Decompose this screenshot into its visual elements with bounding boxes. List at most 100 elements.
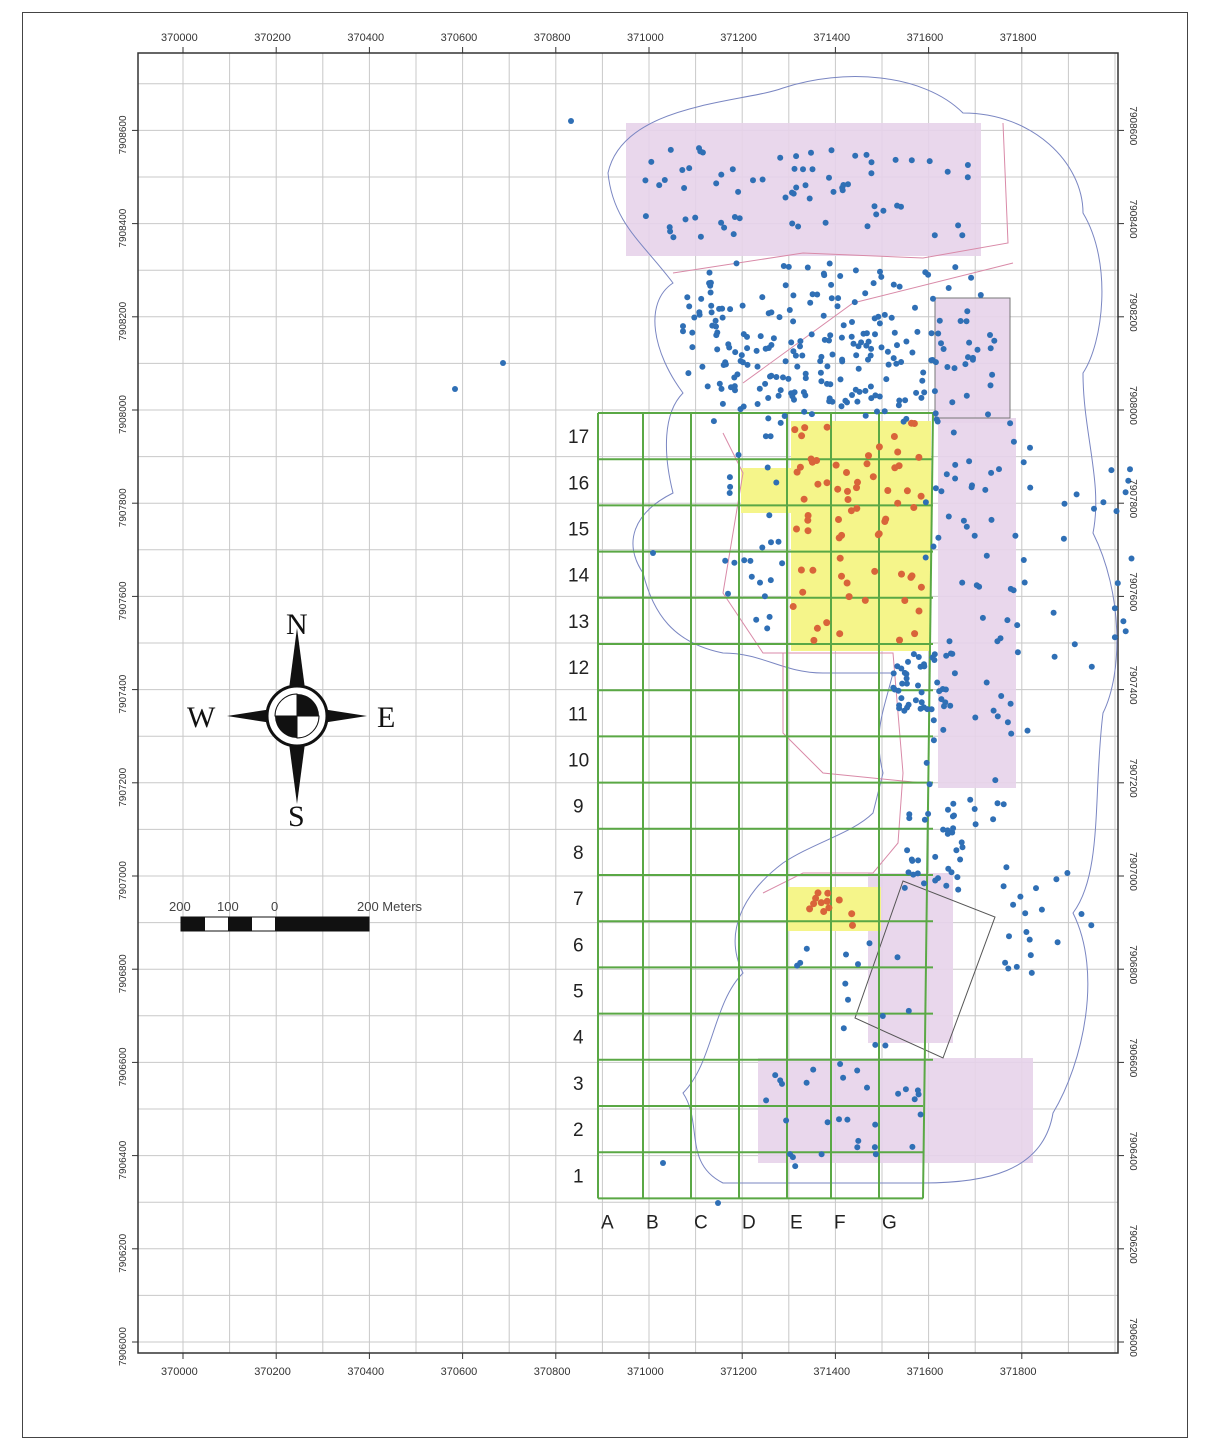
right-y-tick-label: 7906400: [1127, 1132, 1138, 1171]
blue-point: [930, 295, 936, 302]
scale-label-100: 100: [217, 899, 239, 914]
blue-point: [1088, 922, 1095, 929]
blue-point: [817, 369, 824, 376]
blue-point: [725, 341, 732, 348]
right-y-tick-label: 7906800: [1127, 945, 1138, 984]
blue-point: [1111, 605, 1118, 612]
blue-point: [691, 314, 698, 321]
blue-point: [962, 361, 969, 368]
blue-point: [808, 331, 815, 338]
blue-point: [870, 280, 877, 287]
blue-point: [951, 670, 958, 677]
blue-point: [871, 1144, 878, 1151]
scale-label-0: 0: [271, 899, 278, 914]
blue-point: [642, 213, 649, 220]
orange-point: [812, 894, 820, 902]
orange-point: [796, 463, 804, 471]
blue-point: [949, 829, 956, 836]
bottom-x-tick-label: 370200: [254, 1366, 291, 1378]
orange-point: [871, 567, 879, 575]
blue-point: [735, 451, 742, 458]
blue-point: [994, 800, 1001, 807]
blue-point: [854, 1144, 861, 1151]
blue-point: [837, 1061, 844, 1067]
yellow-zones: [741, 421, 931, 931]
orange-point: [813, 624, 821, 632]
orange-point: [910, 420, 918, 427]
blue-point: [894, 342, 900, 349]
bottom-x-tick-label: 371400: [813, 1366, 850, 1378]
right-y-tick-label: 7907200: [1127, 759, 1138, 798]
blue-point: [839, 187, 846, 194]
orange-point: [890, 433, 898, 440]
blue-point: [932, 853, 939, 860]
blue-point: [830, 188, 837, 195]
blue-point: [959, 579, 966, 586]
blue-point: [718, 171, 725, 178]
blue-point: [1023, 929, 1030, 935]
top-x-tick-label: 370600: [441, 32, 478, 44]
blue-point: [820, 312, 827, 319]
compass-south-label: S: [288, 800, 305, 833]
grid-row-label: 14: [568, 566, 590, 587]
blue-point: [1091, 505, 1097, 512]
orange-point: [869, 473, 877, 481]
blue-point: [754, 401, 761, 407]
grid-column-label: B: [646, 1212, 659, 1233]
blue-point: [1024, 727, 1031, 734]
orange-point: [797, 566, 805, 574]
blue-point: [893, 360, 900, 367]
blue-point: [940, 826, 947, 833]
orange-point: [835, 896, 843, 904]
blue-point: [731, 214, 738, 220]
blue-point: [1010, 438, 1017, 445]
grid-row-label: 13: [568, 612, 589, 633]
grid-column-label: F: [834, 1212, 846, 1233]
orange-point: [882, 515, 890, 523]
blue-point: [917, 1111, 924, 1118]
blue-point: [863, 151, 870, 158]
blue-point: [928, 706, 935, 713]
orange-point: [844, 487, 851, 495]
top-x-tick-label: 370000: [161, 32, 198, 44]
blue-point: [903, 415, 910, 422]
blue-point: [991, 337, 998, 344]
right-y-tick-label: 7906200: [1127, 1225, 1138, 1264]
blue-point: [838, 334, 845, 341]
blue-point: [914, 870, 921, 877]
bottom-x-tick-label: 371000: [627, 1366, 664, 1378]
blue-point: [707, 289, 714, 296]
blue-point: [919, 377, 926, 384]
orange-point: [847, 507, 855, 515]
blue-point: [689, 344, 696, 351]
blue-point: [1027, 444, 1033, 451]
blue-point: [500, 360, 506, 366]
blue-point: [994, 713, 1001, 720]
blue-point: [661, 177, 668, 183]
orange-point: [789, 603, 797, 610]
blue-point: [945, 513, 952, 520]
blue-point: [731, 559, 738, 566]
blue-point: [952, 461, 959, 468]
blue-point: [909, 1143, 916, 1150]
blue-point: [934, 679, 941, 686]
blue-point: [960, 517, 967, 524]
blue-point: [873, 211, 880, 218]
grid-row-label: 7: [573, 889, 584, 910]
blue-point: [680, 323, 686, 330]
blue-point: [965, 354, 971, 361]
blue-point: [680, 328, 686, 335]
blue-point: [1027, 484, 1034, 491]
orange-point: [843, 469, 850, 476]
blue-point: [948, 869, 955, 876]
blue-point: [792, 352, 799, 359]
blue-point: [943, 652, 950, 659]
blue-point: [868, 345, 875, 352]
blue-point: [775, 538, 782, 545]
blue-point-cluster: [452, 118, 1135, 1206]
blue-point: [698, 295, 705, 302]
blue-point: [931, 388, 938, 395]
grid-column-label: C: [694, 1212, 708, 1233]
